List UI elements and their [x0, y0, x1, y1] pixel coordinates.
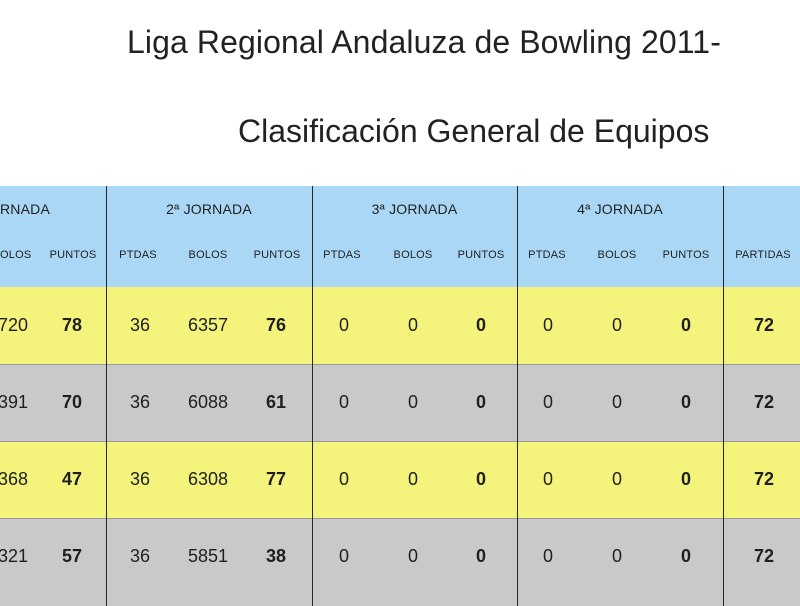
cell-j4-puntos: 0 — [680, 315, 691, 335]
table-row — [0, 364, 800, 441]
cell-j4-ptdas: 0 — [542, 469, 553, 489]
cell-j1-bolos: 720 — [0, 315, 29, 335]
cell-j2-bolos: 5851 — [187, 546, 229, 566]
table-header — [0, 186, 800, 287]
group-header-jornada-2: 2ª JORNADA — [166, 201, 252, 217]
table-row — [0, 518, 800, 606]
cell-j4-bolos: 0 — [611, 469, 622, 489]
cell-j4-bolos: 0 — [611, 546, 622, 566]
col-header-j1-puntos: PUNTOS — [49, 249, 97, 261]
cell-j4-puntos: 0 — [680, 546, 691, 566]
cell-j4-bolos: 0 — [611, 315, 622, 335]
cell-j2-ptdas: 36 — [129, 392, 151, 412]
col-header-j2-puntos: PUNTOS — [253, 249, 301, 261]
column-divider — [723, 186, 724, 606]
cell-j2-puntos: 61 — [265, 392, 287, 412]
group-header-jornada-1: RNADA — [0, 201, 51, 217]
group-header-jornada-4: 4ª JORNADA — [577, 201, 663, 217]
cell-j4-puntos: 0 — [680, 392, 691, 412]
cell-j2-ptdas: 36 — [129, 546, 151, 566]
cell-j3-bolos: 0 — [407, 315, 418, 335]
cell-j3-puntos: 0 — [475, 469, 486, 489]
cell-j2-bolos: 6088 — [187, 392, 229, 412]
col-header-j3-bolos: BOLOS — [393, 249, 433, 261]
cell-j3-puntos: 0 — [475, 315, 486, 335]
table-row — [0, 287, 800, 364]
cell-partidas: 72 — [753, 469, 775, 489]
col-header-j3-puntos: PUNTOS — [457, 249, 505, 261]
col-header-j3-ptdas: PTDAS — [323, 249, 361, 261]
page-subtitle: Clasificación General de Equipos — [238, 113, 710, 149]
cell-j1-bolos: 321 — [0, 546, 29, 566]
col-header-j1-bolos: OLOS — [0, 249, 32, 261]
col-header-partidas: PARTIDAS — [735, 249, 791, 261]
cell-j4-ptdas: 0 — [542, 392, 553, 412]
page-title: Liga Regional Andaluza de Bowling 2011- — [127, 24, 721, 60]
table-row — [0, 441, 800, 518]
cell-j2-puntos: 77 — [265, 469, 287, 489]
cell-j3-puntos: 0 — [475, 546, 486, 566]
col-header-j2-ptdas: PTDAS — [119, 249, 157, 261]
cell-j1-puntos: 57 — [61, 546, 83, 566]
cell-j4-bolos: 0 — [611, 392, 622, 412]
cell-j4-ptdas: 0 — [542, 315, 553, 335]
cell-j2-ptdas: 36 — [129, 469, 151, 489]
cell-j1-puntos: 78 — [61, 315, 83, 335]
column-divider — [517, 186, 518, 606]
cell-partidas: 72 — [753, 392, 775, 412]
cell-j1-puntos: 47 — [61, 469, 83, 489]
cell-j2-bolos: 6308 — [187, 469, 229, 489]
cell-j3-puntos: 0 — [475, 392, 486, 412]
cell-j1-bolos: 368 — [0, 469, 29, 489]
col-header-j4-bolos: BOLOS — [597, 249, 637, 261]
cell-j4-ptdas: 0 — [542, 546, 553, 566]
row-divider — [0, 441, 800, 442]
cell-j3-bolos: 0 — [407, 392, 418, 412]
col-header-j2-bolos: BOLOS — [188, 249, 228, 261]
cell-j3-ptdas: 0 — [338, 392, 349, 412]
cell-partidas: 72 — [753, 315, 775, 335]
standings-table: RNADA 2ª JORNADA 3ª JORNADA 4ª JORNADA O… — [0, 186, 800, 606]
cell-j2-ptdas: 36 — [129, 315, 151, 335]
group-header-jornada-3: 3ª JORNADA — [371, 201, 458, 217]
col-header-j4-ptdas: PTDAS — [528, 249, 566, 261]
column-divider — [312, 186, 313, 606]
cell-j3-ptdas: 0 — [338, 315, 349, 335]
cell-j1-puntos: 70 — [61, 392, 83, 412]
cell-j3-bolos: 0 — [407, 546, 418, 566]
cell-j3-bolos: 0 — [407, 469, 418, 489]
cell-j4-puntos: 0 — [680, 469, 691, 489]
row-divider — [0, 364, 800, 365]
row-divider — [0, 518, 800, 519]
cell-j2-puntos: 38 — [265, 546, 287, 566]
cell-j2-puntos: 76 — [265, 315, 287, 335]
cell-j2-bolos: 6357 — [187, 315, 229, 335]
cell-j3-ptdas: 0 — [338, 546, 349, 566]
cell-j3-ptdas: 0 — [338, 469, 349, 489]
column-divider — [106, 186, 107, 606]
col-header-j4-puntos: PUNTOS — [662, 249, 710, 261]
cell-partidas: 72 — [753, 546, 775, 566]
cell-j1-bolos: 391 — [0, 392, 29, 412]
